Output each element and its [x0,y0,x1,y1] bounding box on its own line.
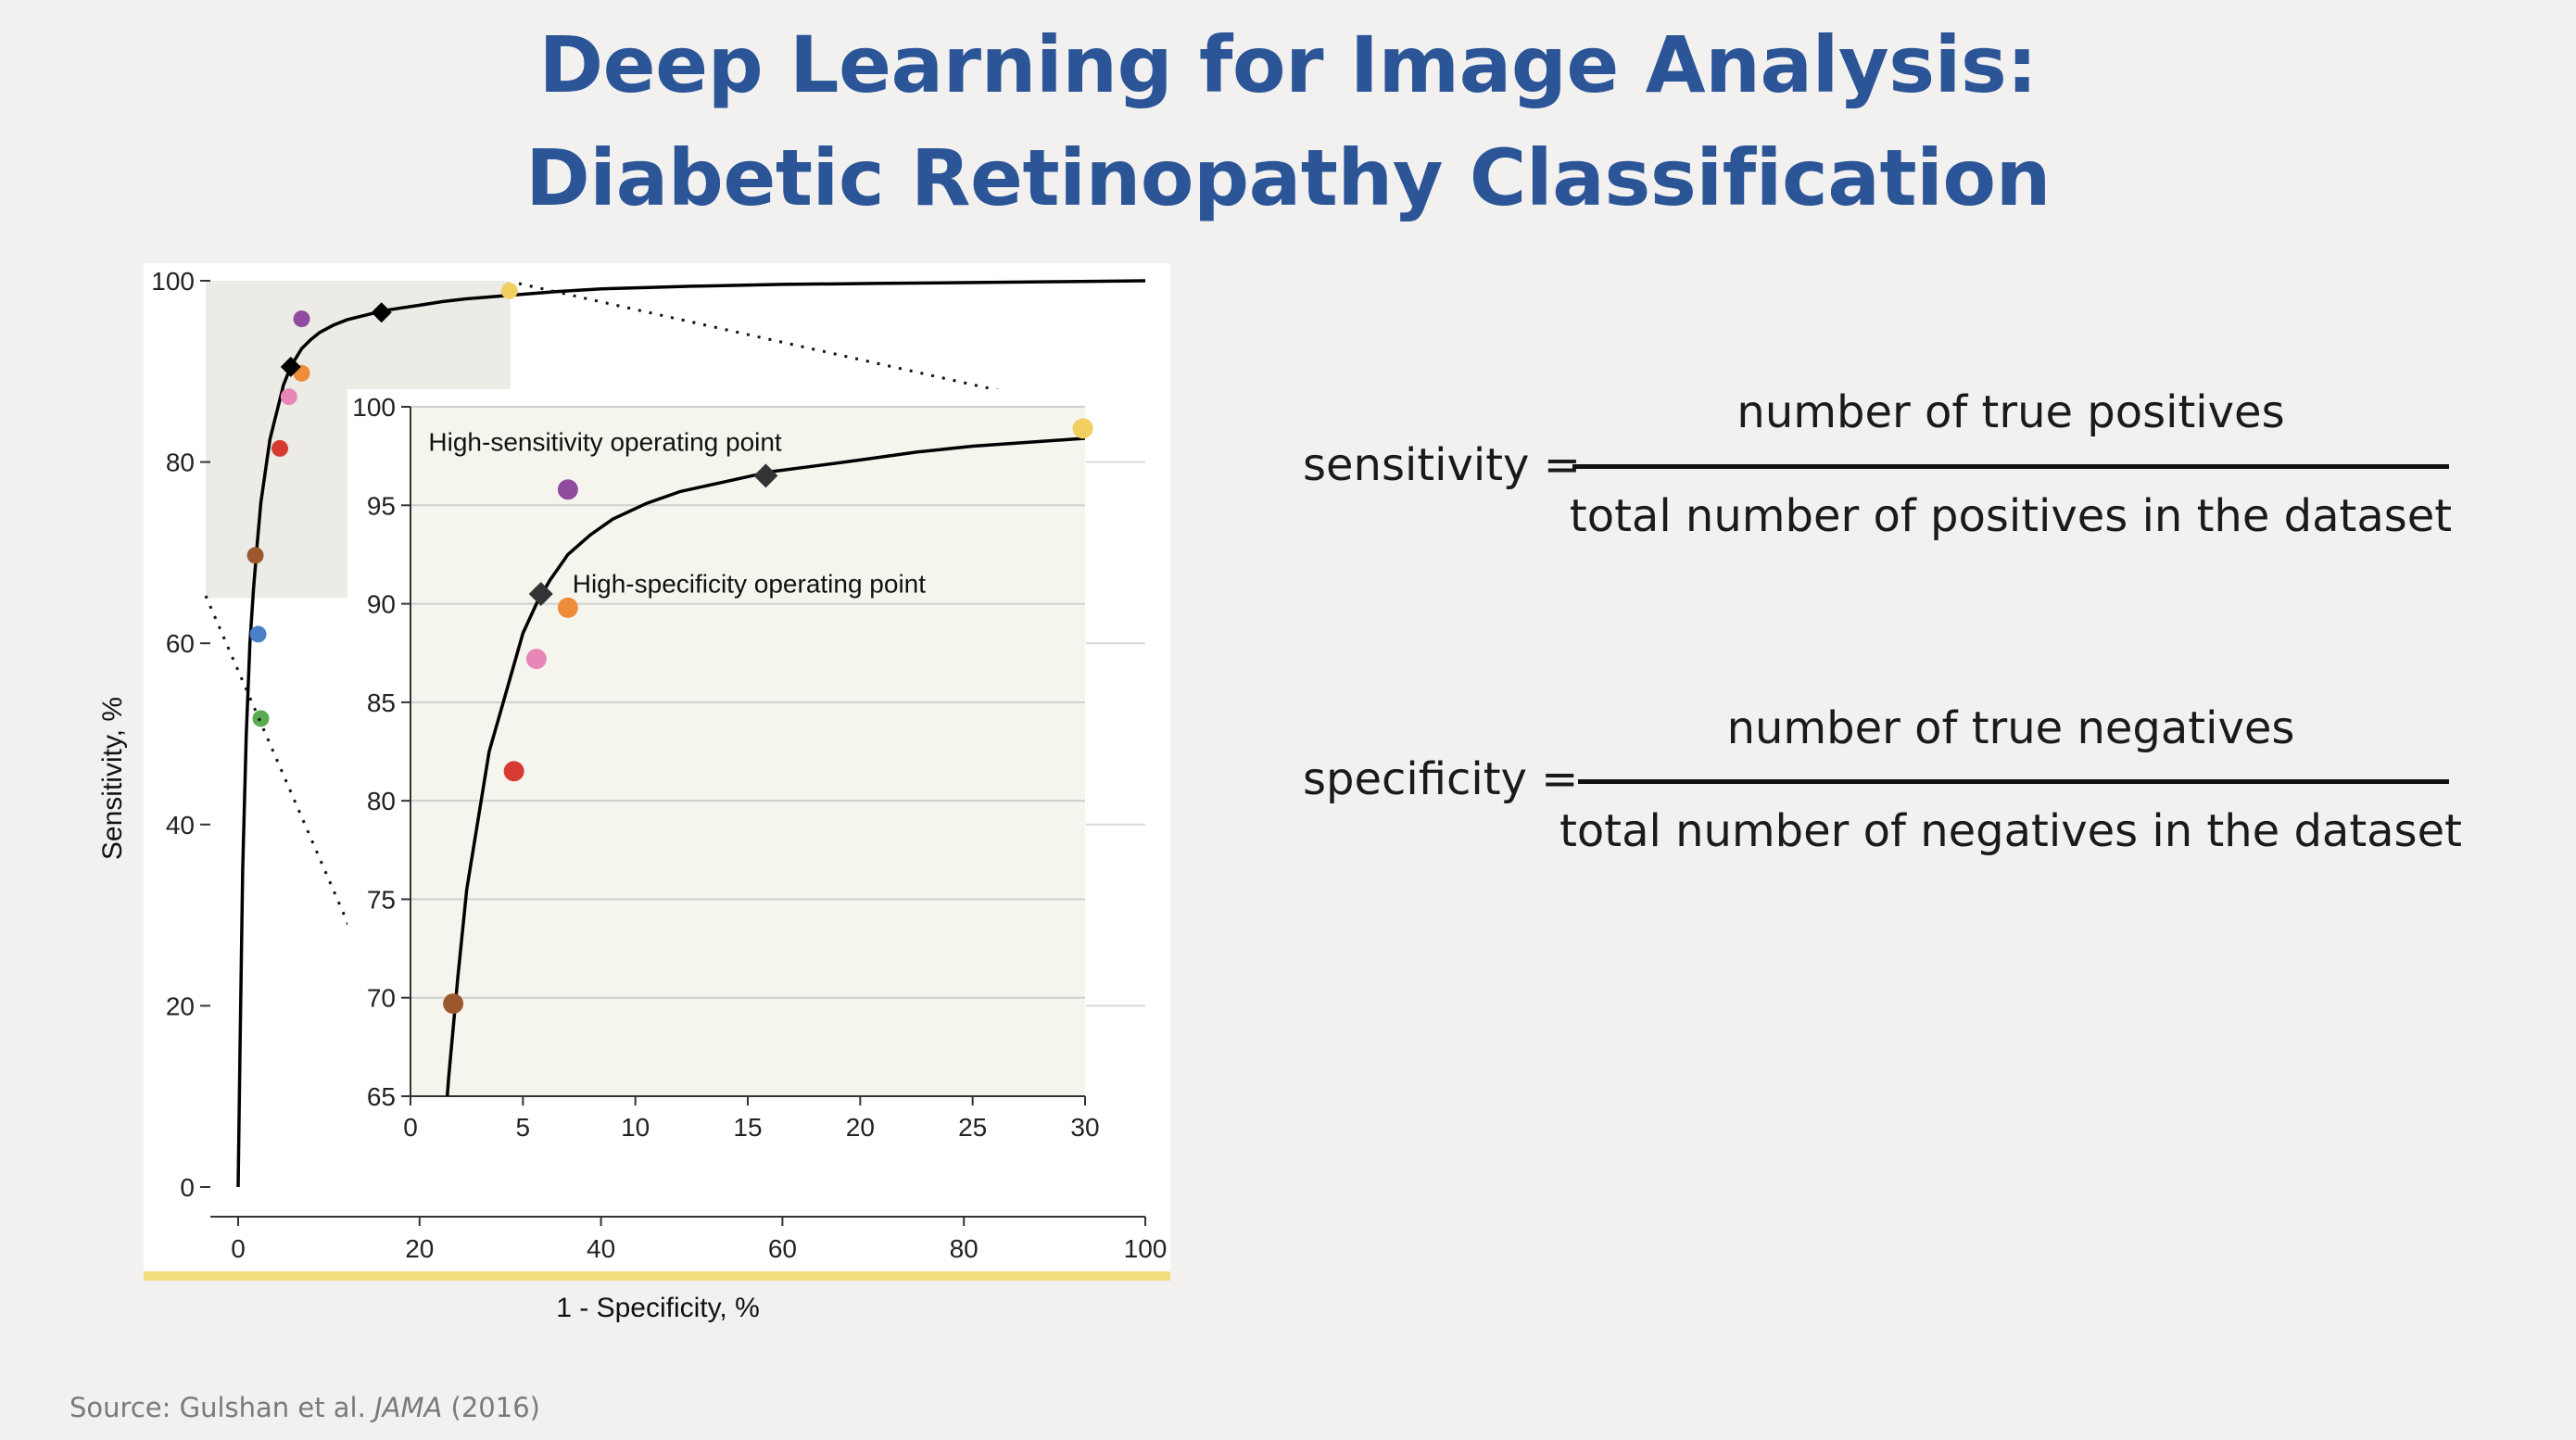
sensitivity-fraction-bar [1572,464,2449,469]
inset-operating-point [753,463,778,488]
specificity-numerator: number of true negatives [1726,702,2295,754]
slide-title-line-1: Deep Learning for Image Analysis: [538,19,2038,110]
inset-roc-curve [445,436,1085,1096]
specificity-label: specificity = [1303,753,1579,805]
specificity-denominator: total number of negatives in the dataset [1559,805,2462,857]
inset-y-tick-label: 75 [367,885,396,914]
main-y-tick-label: 100 [151,267,195,296]
slide-title-line-2: Diabetic Retinopathy Classification [525,133,2051,223]
main-ophthalmologist-point [271,439,289,457]
inset-plot-area [410,407,1085,1096]
inset-annotation: High-specificity operating point [573,569,927,598]
source-citation: Source: Gulshan et al. JAMA (2016) [69,1392,540,1423]
main-ophthalmologist-point [280,388,297,406]
main-x-tick-label: 0 [231,1234,246,1263]
main-x-tick-label: 20 [405,1234,434,1263]
inset-y-tick-label: 95 [367,491,396,520]
main-ophthalmologist-point [246,547,264,564]
main-y-axis-title: Sensitivity, % [97,697,128,860]
zoom-connector-top [518,282,1081,411]
main-x-tick-label: 80 [950,1234,979,1263]
inset-ophthalmologist-point [443,993,464,1015]
inset-y-tick-label: 90 [367,590,396,619]
inset-x-tick-label: 25 [958,1113,987,1142]
inset-y-tick-label: 70 [367,984,396,1013]
main-ophthalmologist-point [252,710,270,727]
main-y-tick-label: 60 [166,629,195,658]
chart-gold-bar [144,1271,1170,1281]
inset-ophthalmologist-point [557,479,578,500]
inset-y-tick-label: 85 [367,688,396,717]
sensitivity-label: sensitivity = [1303,439,1581,491]
inset-x-tick-label: 15 [733,1113,762,1142]
source-suffix: (2016) [442,1392,540,1423]
inset-y-tick-label: 80 [367,787,396,815]
inset-annotation: High-sensitivity operating point [428,427,782,456]
source-prefix: Source: Gulshan et al. [69,1392,375,1423]
main-y-tick-label: 20 [166,992,195,1020]
main-operating-point [371,302,392,323]
sensitivity-numerator: number of true positives [1736,386,2285,438]
inset-ophthalmologist-point [557,597,578,618]
inset-ophthalmologist-point [1072,418,1093,439]
main-y-tick-label: 80 [166,448,195,477]
inset-y-tick-label: 100 [352,393,396,422]
main-x-tick-label: 40 [587,1234,615,1263]
inset-x-tick-label: 10 [621,1113,650,1142]
inset-operating-point [528,581,553,606]
main-x-tick-label: 100 [1124,1234,1168,1263]
main-ophthalmologist-point [249,625,267,643]
main-y-tick-label: 0 [180,1173,195,1202]
main-operating-point [280,356,301,377]
inset-x-tick-label: 20 [846,1113,875,1142]
main-ophthalmologist-point [500,282,518,299]
zoom-connector-bottom [204,595,411,1067]
main-x-axis-title: 1 - Specificity, % [556,1293,760,1323]
main-y-tick-label: 40 [166,811,195,840]
inset-ophthalmologist-point [503,761,524,782]
main-x-tick-label: 60 [768,1234,797,1263]
inset-ophthalmologist-point [525,649,547,670]
inset-x-tick-label: 0 [403,1113,418,1142]
main-ophthalmologist-point [293,310,310,328]
inset-x-tick-label: 30 [1070,1113,1099,1142]
sensitivity-denominator: total number of positives in the dataset [1569,490,2453,542]
specificity-fraction-bar [1578,779,2449,784]
source-journal: JAMA [374,1392,443,1423]
inset-x-tick-label: 5 [516,1113,531,1142]
inset-y-tick-label: 65 [367,1082,396,1111]
